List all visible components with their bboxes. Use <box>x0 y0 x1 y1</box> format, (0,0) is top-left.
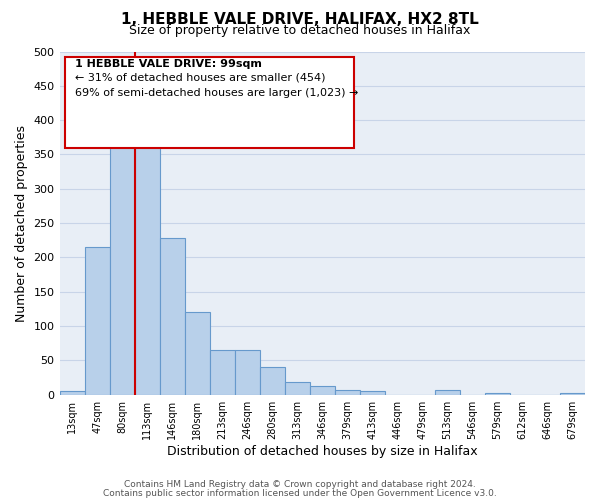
Bar <box>310 386 335 394</box>
Bar <box>360 392 385 394</box>
Bar <box>160 238 185 394</box>
FancyBboxPatch shape <box>65 56 354 148</box>
Bar <box>485 392 510 394</box>
Y-axis label: Number of detached properties: Number of detached properties <box>15 124 28 322</box>
X-axis label: Distribution of detached houses by size in Halifax: Distribution of detached houses by size … <box>167 444 478 458</box>
Text: Contains HM Land Registry data © Crown copyright and database right 2024.: Contains HM Land Registry data © Crown c… <box>124 480 476 489</box>
Bar <box>560 392 585 394</box>
Bar <box>235 350 260 395</box>
Text: 69% of semi-detached houses are larger (1,023) →: 69% of semi-detached houses are larger (… <box>76 88 359 98</box>
Bar <box>285 382 310 394</box>
Text: Contains public sector information licensed under the Open Government Licence v3: Contains public sector information licen… <box>103 488 497 498</box>
Bar <box>59 392 85 394</box>
Bar <box>260 368 285 394</box>
Bar <box>435 390 460 394</box>
Bar <box>134 138 160 394</box>
Text: ← 31% of detached houses are smaller (454): ← 31% of detached houses are smaller (45… <box>76 73 326 83</box>
Text: 1 HEBBLE VALE DRIVE: 99sqm: 1 HEBBLE VALE DRIVE: 99sqm <box>76 59 262 69</box>
Bar <box>209 350 235 395</box>
Bar <box>85 247 110 394</box>
Bar <box>110 118 134 394</box>
Text: Size of property relative to detached houses in Halifax: Size of property relative to detached ho… <box>130 24 470 37</box>
Bar <box>335 390 360 394</box>
Text: 1, HEBBLE VALE DRIVE, HALIFAX, HX2 8TL: 1, HEBBLE VALE DRIVE, HALIFAX, HX2 8TL <box>121 12 479 28</box>
Bar <box>185 312 209 394</box>
